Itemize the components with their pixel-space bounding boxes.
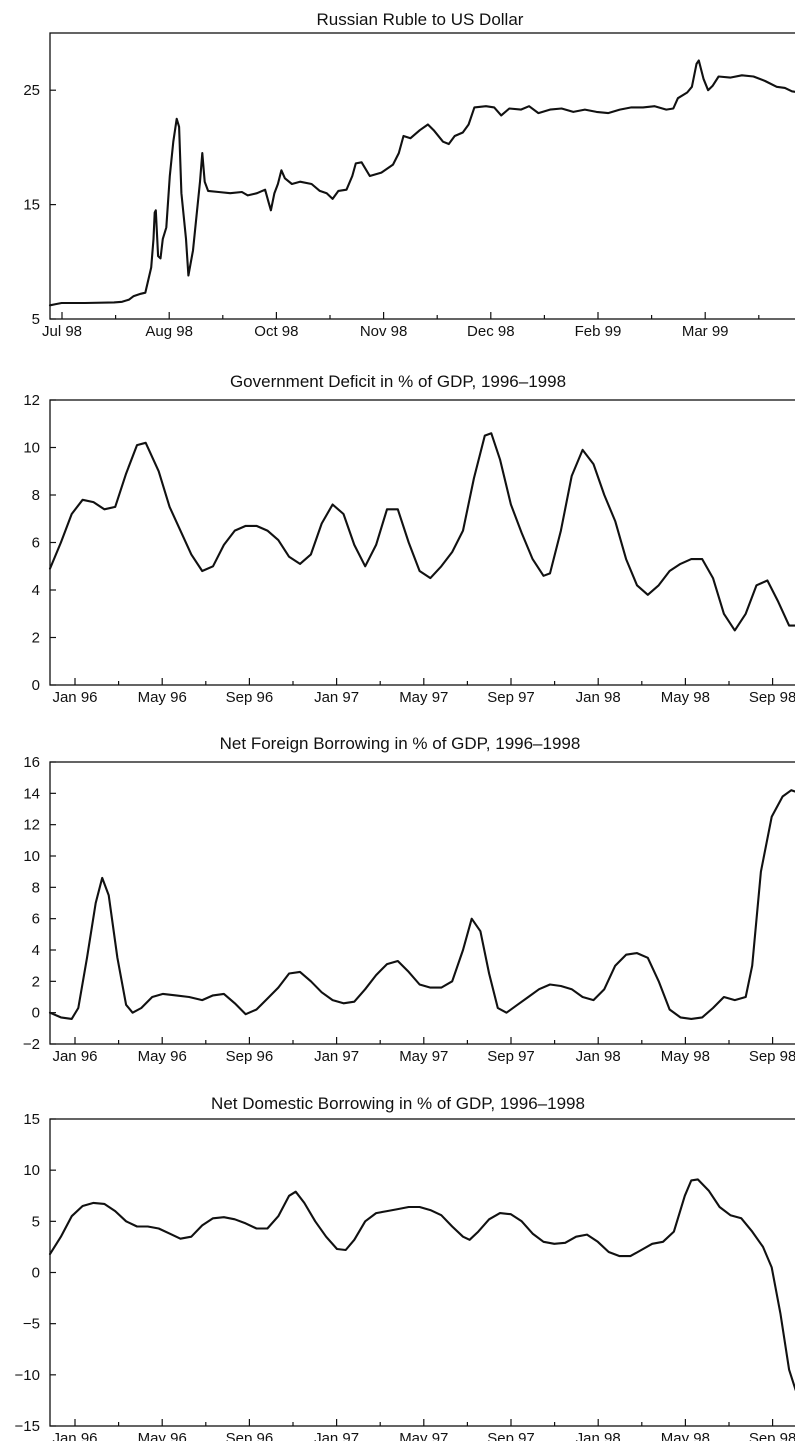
x-tick-label: Mar 99	[682, 323, 729, 340]
y-tick-label: 14	[23, 785, 40, 802]
chart-title: Russian Ruble to US Dollar	[317, 10, 524, 29]
y-tick-label: 2	[32, 973, 40, 990]
x-tick-label: Jan 96	[52, 689, 97, 706]
x-tick-label: May 97	[399, 689, 448, 706]
x-tick-label: May 96	[138, 1048, 187, 1065]
x-tick-label: Sep 97	[487, 689, 535, 706]
x-tick-label: May 96	[138, 689, 187, 706]
x-axis: Jan 96 May 96 Sep 96 Jan 97 May 97 Sep 97 Jan …	[52, 678, 795, 706]
y-tick-label: 15	[23, 197, 40, 214]
x-tick-label: Jan 98	[576, 1048, 621, 1065]
y-tick-label: 5	[32, 1213, 40, 1230]
plot-frame	[49, 761, 795, 1045]
x-tick-label: Aug 98	[145, 323, 193, 340]
plot-frame	[49, 32, 795, 320]
x-tick-label: Jan 97	[314, 1430, 359, 1441]
chart-title: Net Domestic Borrowing in % of GDP, 1996…	[211, 1094, 585, 1113]
x-tick-label: Dec 98	[467, 323, 515, 340]
plot-frame	[49, 399, 795, 686]
y-tick-label: 8	[32, 879, 40, 896]
series-line	[48, 432, 795, 632]
chart-ruble-usd: Russian Ruble to US Dollar 5 15 25 Jul 98 A…	[23, 10, 795, 340]
y-tick-label: 6	[32, 535, 40, 552]
x-tick-label: Jan 98	[576, 689, 621, 706]
x-tick-label: May 98	[661, 689, 710, 706]
y-tick-label: 8	[32, 487, 40, 504]
x-tick-label: May 97	[399, 1430, 448, 1441]
y-tick-label: 12	[23, 817, 40, 834]
x-tick-label: Sep 97	[487, 1430, 535, 1441]
plot-frame	[49, 1118, 795, 1427]
x-tick-label: Sep 98	[749, 689, 795, 706]
x-tick-label: Sep 98	[749, 1430, 795, 1441]
x-tick-label: Sep 97	[487, 1048, 535, 1065]
chart-government-deficit: Government Deficit in % of GDP, 1996–199…	[23, 372, 795, 706]
y-tick-label: 6	[32, 911, 40, 928]
y-tick-label: 16	[23, 754, 40, 771]
y-tick-label: −5	[23, 1316, 40, 1333]
x-tick-label: Sep 98	[749, 1048, 795, 1065]
x-tick-label: May 98	[661, 1048, 710, 1065]
y-axis: 0 2 4 6 8 10 12	[23, 392, 56, 694]
x-tick-label: Nov 98	[360, 323, 408, 340]
x-tick-label: Feb 99	[575, 323, 622, 340]
x-tick-label: Jan 97	[314, 1048, 359, 1065]
y-tick-label: 2	[32, 630, 40, 647]
x-tick-label: Sep 96	[226, 689, 274, 706]
y-tick-label: 4	[32, 582, 40, 599]
x-tick-label: May 97	[399, 1048, 448, 1065]
y-tick-label: 15	[23, 1111, 40, 1128]
y-tick-label: 10	[23, 1162, 40, 1179]
y-tick-label: −2	[23, 1036, 40, 1053]
x-tick-label: Jan 96	[52, 1048, 97, 1065]
y-tick-label: 0	[32, 1005, 40, 1022]
series-line	[48, 59, 795, 307]
y-tick-label: 10	[23, 440, 40, 457]
y-tick-label: −10	[15, 1367, 40, 1384]
x-tick-label: Jul 98	[42, 323, 82, 340]
y-tick-label: 12	[23, 392, 40, 409]
x-axis: Jan 96 May 96 Sep 96 Jan 97 May 97 Sep 97 Jan …	[52, 1419, 795, 1441]
x-tick-label: Sep 96	[226, 1048, 274, 1065]
y-axis: −15 −10 −5 0 5 10 15	[15, 1111, 56, 1435]
x-tick-label: May 96	[138, 1430, 187, 1441]
x-tick-label: Sep 96	[226, 1430, 274, 1441]
y-tick-label: 0	[32, 1265, 40, 1282]
y-tick-label: 10	[23, 848, 40, 865]
chart-net-domestic-borrowing: Net Domestic Borrowing in % of GDP, 1996…	[15, 1094, 795, 1441]
y-tick-label: −15	[15, 1418, 40, 1435]
series-line	[48, 1178, 795, 1391]
x-tick-label: Oct 98	[254, 323, 298, 340]
y-tick-label: 4	[32, 942, 40, 959]
x-tick-label: Jan 98	[576, 1430, 621, 1441]
y-axis: −2 0 2 4 6 8 10 12 14 16	[23, 754, 56, 1053]
x-tick-label: May 98	[661, 1430, 710, 1441]
series-line	[48, 789, 795, 1020]
chart-title: Government Deficit in % of GDP, 1996–199…	[230, 372, 566, 391]
y-tick-label: 5	[32, 311, 40, 328]
x-axis: Jul 98 Aug 98 Oct 98 Nov 98 Dec 98 Feb 99 Mar …	[42, 312, 760, 340]
chart-title: Net Foreign Borrowing in % of GDP, 1996–…	[220, 734, 581, 753]
x-tick-label: Jan 96	[52, 1430, 97, 1441]
x-tick-label: Jan 97	[314, 689, 359, 706]
x-axis: Jan 96 May 96 Sep 96 Jan 97 May 97 Sep 97 Jan …	[52, 1037, 795, 1065]
chart-net-foreign-borrowing: Net Foreign Borrowing in % of GDP, 1996–…	[23, 734, 795, 1065]
y-tick-label: 25	[23, 82, 40, 99]
y-axis: 5 15 25	[23, 82, 56, 328]
y-tick-label: 0	[32, 677, 40, 694]
